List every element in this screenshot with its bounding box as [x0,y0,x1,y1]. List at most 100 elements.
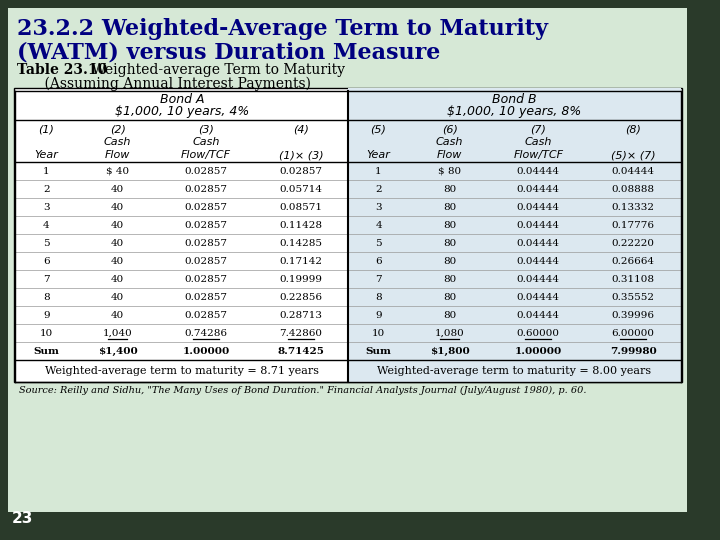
Text: 0.60000: 0.60000 [517,328,559,338]
Text: 0.14285: 0.14285 [279,239,323,247]
Text: $1,000, 10 years, 8%: $1,000, 10 years, 8% [447,105,582,118]
Text: 80: 80 [443,293,456,301]
FancyBboxPatch shape [348,88,680,382]
Text: Table 23.10: Table 23.10 [17,63,107,77]
Text: 0.02857: 0.02857 [184,166,228,176]
Text: 4: 4 [375,220,382,230]
Text: 0.04444: 0.04444 [611,166,654,176]
Text: (1)× (3): (1)× (3) [279,150,323,160]
Text: 0.02857: 0.02857 [184,310,228,320]
Text: Flow/TCF: Flow/TCF [181,150,231,160]
Text: (5)× (7): (5)× (7) [611,150,655,160]
Text: 4: 4 [43,220,50,230]
Text: Year: Year [35,150,58,160]
Text: 0.35552: 0.35552 [611,293,654,301]
Text: 0.02857: 0.02857 [184,220,228,230]
Text: 40: 40 [111,202,125,212]
Text: 2: 2 [375,185,382,193]
Text: Flow/TCF: Flow/TCF [513,150,563,160]
Text: (6): (6) [442,124,458,134]
Text: 0.08888: 0.08888 [611,185,654,193]
Text: Source: Reilly and Sidhu, "The Many Uses of Bond Duration." Financial Analysts J: Source: Reilly and Sidhu, "The Many Uses… [19,386,587,395]
Text: 40: 40 [111,185,125,193]
Text: Weighted-average Term to Maturity: Weighted-average Term to Maturity [83,63,345,77]
Text: 0.04444: 0.04444 [517,274,559,284]
Text: 5: 5 [375,239,382,247]
Text: 0.04444: 0.04444 [517,256,559,266]
Text: 0.02857: 0.02857 [184,185,228,193]
Text: $1,400: $1,400 [98,347,138,355]
Text: 0.74286: 0.74286 [184,328,228,338]
Text: Bond B: Bond B [492,93,537,106]
Text: 0.02857: 0.02857 [184,274,228,284]
Text: 7.42860: 7.42860 [279,328,323,338]
Text: (8): (8) [625,124,641,134]
Text: 0.04444: 0.04444 [517,239,559,247]
Text: 6: 6 [375,256,382,266]
Text: 80: 80 [443,202,456,212]
Text: 0.04444: 0.04444 [517,202,559,212]
Text: 0.17142: 0.17142 [279,256,323,266]
Text: 40: 40 [111,274,125,284]
Text: 0.02857: 0.02857 [184,293,228,301]
FancyBboxPatch shape [14,88,683,382]
Text: 0.02857: 0.02857 [184,202,228,212]
Text: Weighted-average term to maturity = 8.00 years: Weighted-average term to maturity = 8.00… [377,366,652,376]
Text: 9: 9 [43,310,50,320]
Text: 1,040: 1,040 [103,328,132,338]
Text: 80: 80 [443,310,456,320]
Text: 0.26664: 0.26664 [611,256,654,266]
Text: (2): (2) [109,124,125,134]
Text: 40: 40 [111,293,125,301]
Text: (WATM) versus Duration Measure: (WATM) versus Duration Measure [17,41,441,63]
Text: 80: 80 [443,220,456,230]
Text: 8.71425: 8.71425 [278,347,325,355]
Text: 40: 40 [111,220,125,230]
Text: (7): (7) [530,124,546,134]
Text: 8: 8 [375,293,382,301]
Text: 8: 8 [43,293,50,301]
Text: 0.02857: 0.02857 [279,166,323,176]
Text: 40: 40 [111,256,125,266]
Text: 0.17776: 0.17776 [611,220,654,230]
Text: 40: 40 [111,310,125,320]
Text: 0.04444: 0.04444 [517,166,559,176]
Text: Flow: Flow [105,150,130,160]
Text: 7: 7 [43,274,50,284]
Text: Cash: Cash [104,137,131,147]
Text: 6.00000: 6.00000 [611,328,654,338]
Text: 0.02857: 0.02857 [184,239,228,247]
Text: Cash: Cash [436,137,464,147]
Text: 0.22220: 0.22220 [611,239,654,247]
Text: 1,080: 1,080 [435,328,464,338]
Text: $1,800: $1,800 [430,347,469,355]
Text: 0.19999: 0.19999 [279,274,323,284]
Text: 3: 3 [43,202,50,212]
Text: Year: Year [366,150,390,160]
Text: Cash: Cash [192,137,220,147]
Text: Sum: Sum [366,347,392,355]
FancyBboxPatch shape [8,8,688,512]
Text: 1: 1 [43,166,50,176]
Text: 0.05714: 0.05714 [279,185,323,193]
Text: 0.04444: 0.04444 [517,185,559,193]
Text: 0.13332: 0.13332 [611,202,654,212]
Text: 10: 10 [40,328,53,338]
Text: 40: 40 [111,239,125,247]
Text: 0.22856: 0.22856 [279,293,323,301]
Text: Weighted-average term to maturity = 8.71 years: Weighted-average term to maturity = 8.71… [45,366,320,376]
Text: (4): (4) [293,124,309,134]
Text: 6: 6 [43,256,50,266]
Text: 80: 80 [443,256,456,266]
Text: $ 40: $ 40 [106,166,129,176]
Text: 1.00000: 1.00000 [515,347,562,355]
Text: 0.28713: 0.28713 [279,310,323,320]
Text: 0.39996: 0.39996 [611,310,654,320]
Text: (5): (5) [371,124,387,134]
Text: 0.04444: 0.04444 [517,310,559,320]
Text: $ 80: $ 80 [438,166,462,176]
Text: 0.31108: 0.31108 [611,274,654,284]
Text: Sum: Sum [34,347,59,355]
Text: 7: 7 [375,274,382,284]
Text: Flow: Flow [437,150,462,160]
